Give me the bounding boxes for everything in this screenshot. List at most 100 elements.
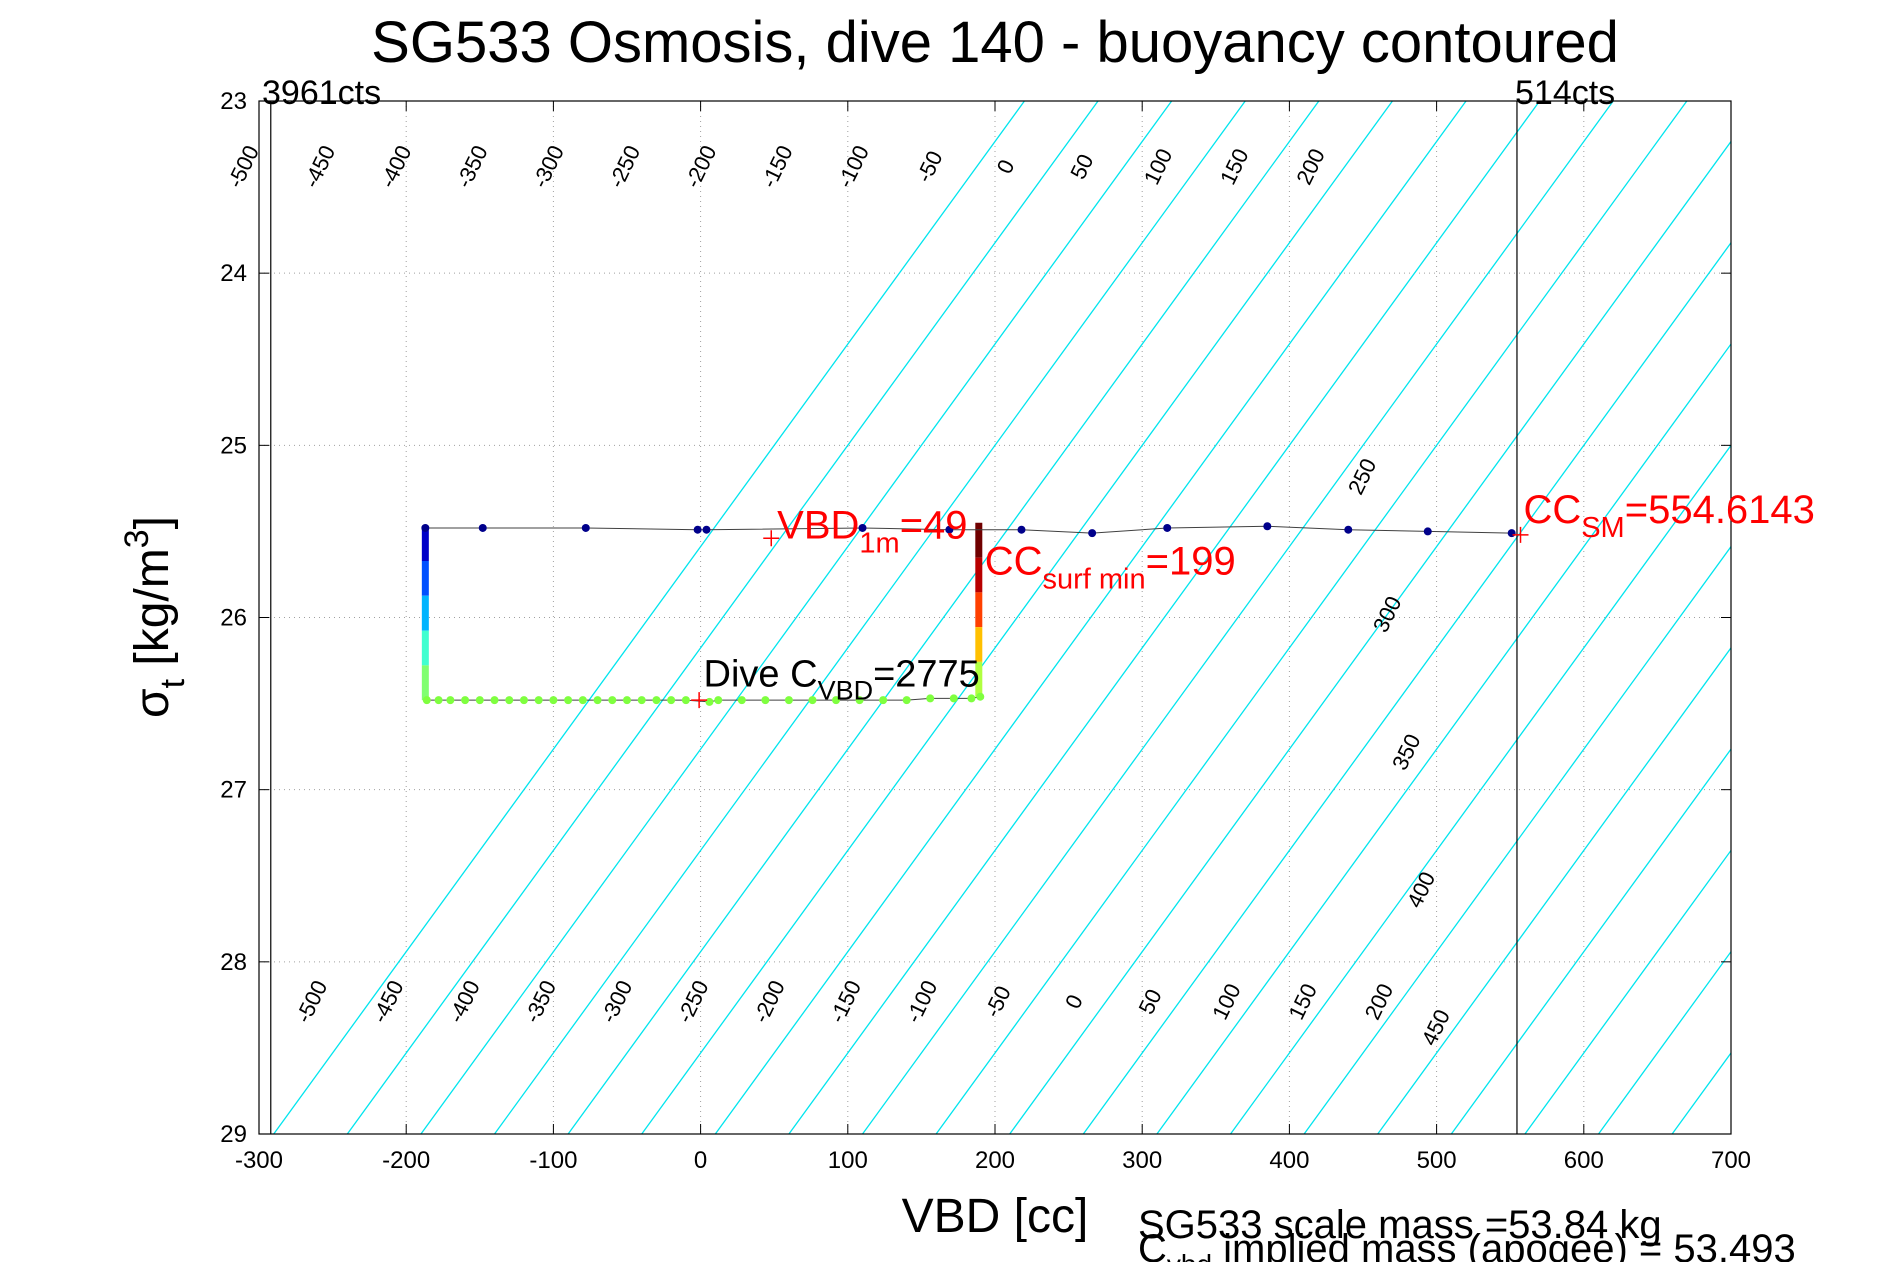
x-tick-label-100: 100 bbox=[828, 1147, 868, 1174]
contour-line-4 bbox=[567, 101, 1320, 1134]
marker-0 bbox=[763, 530, 780, 547]
x-tick-label--300: -300 bbox=[235, 1147, 283, 1174]
chart-title: SG533 Osmosis, dive 140 - buoyancy conto… bbox=[371, 10, 1619, 75]
climb-point-2 bbox=[581, 523, 590, 532]
annotation-2: CCSM=554.6143 bbox=[1523, 488, 1814, 544]
dive-point-1 bbox=[434, 696, 443, 705]
climb-point-7 bbox=[1017, 525, 1026, 534]
contour-line-2 bbox=[420, 101, 1173, 1134]
x-tick-label-500: 500 bbox=[1417, 1147, 1457, 1174]
y-tick-label-29: 29 bbox=[220, 1121, 247, 1148]
x-tick-label-300: 300 bbox=[1122, 1147, 1162, 1174]
x-axis-ticks: -300 -200 -100 0 100 200 300 400 500 600 700 bbox=[235, 101, 1751, 1174]
climb-point-10 bbox=[1263, 522, 1272, 531]
dive-point-5 bbox=[490, 696, 499, 705]
dive-point-25 bbox=[832, 696, 841, 705]
dive-point-8 bbox=[534, 696, 543, 705]
contour-line-7 bbox=[788, 101, 1541, 1134]
contour-line-9 bbox=[935, 101, 1688, 1134]
dive-point-18 bbox=[681, 696, 690, 705]
climb-point-5 bbox=[858, 523, 867, 532]
contour-line-16 bbox=[1450, 748, 1731, 1134]
climb-point-12 bbox=[1423, 527, 1432, 536]
x-tick-label-0: 0 bbox=[694, 1147, 707, 1174]
contour-line-11 bbox=[1082, 241, 1731, 1134]
x-axis-label: VBD [cc] bbox=[902, 1190, 1089, 1243]
y-tick-label-24: 24 bbox=[220, 260, 247, 287]
marker-1 bbox=[691, 692, 708, 709]
annotation-3: Dive CVBD=2775 bbox=[704, 653, 980, 705]
dive-point-26 bbox=[855, 696, 864, 705]
x-tick-label-600: 600 bbox=[1564, 1147, 1604, 1174]
corner-label-left: 3961cts bbox=[262, 74, 381, 112]
dive-point-11 bbox=[578, 696, 587, 705]
climb-point-4 bbox=[702, 525, 711, 534]
climb-point-9 bbox=[1163, 523, 1172, 532]
dive-point-13 bbox=[608, 696, 617, 705]
y-axis-ticks: 23 24 25 26 27 28 29 bbox=[220, 88, 1731, 1148]
climb-point-6 bbox=[945, 525, 954, 534]
climb-point-11 bbox=[1344, 525, 1353, 534]
footer-implied-mass: Cvbd implied mass (apogee) = 53.493 bbox=[1138, 1227, 1796, 1262]
dive-point-28 bbox=[902, 696, 911, 705]
x-tick-label--100: -100 bbox=[529, 1147, 577, 1174]
y-tick-label-26: 26 bbox=[220, 605, 247, 632]
contour-line-3 bbox=[493, 101, 1246, 1134]
dive-point-12 bbox=[593, 696, 602, 705]
dive-point-3 bbox=[461, 696, 470, 705]
dive-point-19 bbox=[705, 697, 714, 706]
dive-point-21 bbox=[737, 696, 746, 705]
dive-point-15 bbox=[637, 696, 646, 705]
red-markers bbox=[691, 526, 1529, 709]
contour-line-12 bbox=[1156, 342, 1731, 1134]
dive-point-29 bbox=[926, 694, 935, 703]
dive-point-23 bbox=[784, 696, 793, 705]
dive-point-14 bbox=[623, 696, 631, 705]
annotation-0: VBD1m=49 bbox=[777, 503, 967, 559]
contour-line-5 bbox=[641, 101, 1393, 1134]
contour-line-6 bbox=[714, 101, 1467, 1134]
y-axis-label: σt [kg/m3] bbox=[118, 516, 192, 718]
dive-point-31 bbox=[967, 694, 976, 703]
climb-point-13 bbox=[1507, 529, 1516, 538]
dive-point-6 bbox=[505, 696, 514, 705]
vbd-limit-lines bbox=[270, 101, 1518, 1134]
footer-scale-mass: SG533 scale mass =53.84 kg bbox=[1138, 1203, 1662, 1247]
dive-point-0 bbox=[422, 696, 431, 705]
dive-point-7 bbox=[519, 696, 528, 705]
contour-line-17 bbox=[1524, 849, 1731, 1134]
marker-2 bbox=[1512, 526, 1529, 543]
x-tick-label-200: 200 bbox=[975, 1147, 1015, 1174]
x-tick-label-700: 700 bbox=[1711, 1147, 1751, 1174]
data-series bbox=[421, 522, 1516, 706]
y-tick-label-25: 25 bbox=[220, 432, 247, 459]
contour-line-10 bbox=[1009, 140, 1731, 1134]
dive-point-24 bbox=[808, 696, 817, 705]
y-tick-label-23: 23 bbox=[220, 88, 247, 115]
chart-annotations: VBD1m=49 CCsurf min=199 CCSM=554.6143 Dive … bbox=[704, 488, 1815, 706]
dive-point-17 bbox=[667, 696, 676, 705]
corner-label-right: 514cts bbox=[1515, 74, 1615, 112]
climb-point-3 bbox=[693, 525, 702, 534]
y-tick-label-28: 28 bbox=[220, 949, 247, 976]
contour-line-13 bbox=[1229, 444, 1731, 1134]
climb-point-8 bbox=[1088, 529, 1097, 538]
dive-point-22 bbox=[761, 696, 770, 705]
contour-line-1 bbox=[346, 101, 1099, 1134]
x-tick-label--200: -200 bbox=[382, 1147, 430, 1174]
dive-point-16 bbox=[652, 696, 661, 705]
dive-point-9 bbox=[549, 696, 558, 705]
dive-point-4 bbox=[475, 696, 484, 705]
contour-line-0 bbox=[273, 101, 1025, 1134]
climb-point-0 bbox=[421, 523, 430, 532]
climb-line bbox=[425, 525, 1512, 534]
dive-point-10 bbox=[564, 696, 573, 705]
dive-point-30 bbox=[949, 694, 958, 703]
contour-line-14 bbox=[1303, 545, 1731, 1134]
dive-point-32 bbox=[976, 692, 985, 701]
y-tick-label-27: 27 bbox=[220, 777, 247, 804]
x-tick-label-400: 400 bbox=[1269, 1147, 1309, 1174]
dive-point-20 bbox=[714, 696, 723, 705]
buoyancy-contours bbox=[273, 101, 1731, 1134]
